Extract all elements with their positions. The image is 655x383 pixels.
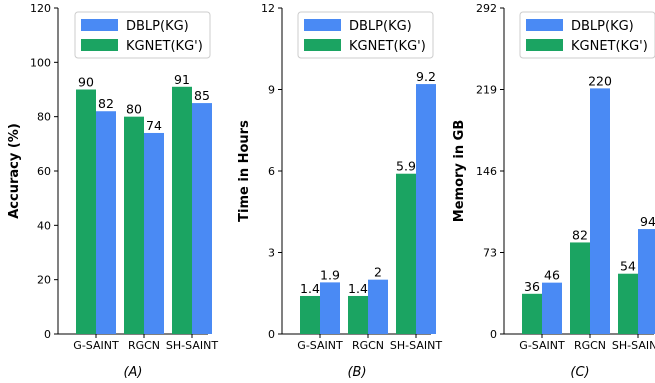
bar-dblp-sh-saint: [638, 229, 655, 334]
y-tick-label: 40: [37, 219, 51, 232]
y-tick-label: 100: [30, 56, 51, 69]
bar-dblp-sh-saint: [192, 103, 212, 334]
bar-dblp-rgcn: [368, 279, 388, 334]
y-tick-label: 6: [268, 165, 275, 178]
bar-kgnet-rgcn: [348, 295, 368, 334]
x-tick-label: G-SAINT: [519, 339, 565, 352]
legend-label: DBLP(KG): [126, 19, 189, 34]
x-tick-label: G-SAINT: [73, 339, 119, 352]
legend: DBLP(KG) KGNET(KG'): [519, 11, 655, 59]
data-label: 80: [126, 102, 142, 117]
y-tick-label: 120: [30, 2, 51, 15]
data-label: 1.4: [300, 281, 320, 296]
panel-caption: (C): [570, 365, 589, 380]
data-label: 1.4: [348, 281, 368, 296]
legend-swatch: [81, 19, 118, 31]
chart-panel-3: 0 73 146 219 292 36 46 G-SAINT 82 220 RGCN 54 94 SH-S…: [452, 2, 655, 380]
bar-kgnet-sh-saint: [396, 173, 416, 334]
panel-caption: (B): [347, 365, 366, 380]
x-tick-label: SH-SAINT: [166, 339, 218, 352]
x-tick-label: SH-SAINT: [390, 339, 442, 352]
bar-kgnet-g-saint: [76, 89, 96, 334]
y-tick-label: 0: [268, 328, 275, 341]
legend-swatch: [526, 39, 563, 51]
y-tick-label: 0: [490, 328, 497, 341]
data-label: 1.9: [320, 267, 340, 282]
chart-panel-2: 0369121.41.9G-SAINT1.42RGCN5.99.2SH-SAIN…: [237, 2, 442, 380]
y-tick-label: 73: [483, 247, 497, 260]
legend-swatch: [526, 19, 563, 31]
bar-kgnet-g-saint: [300, 295, 320, 334]
data-label: 74: [146, 118, 162, 133]
bar-dblp-rgcn: [144, 132, 164, 334]
legend-swatch: [81, 39, 118, 51]
legend-label: KGNET(KG'): [349, 39, 426, 54]
data-label: 94: [640, 214, 655, 229]
y-tick-label: 9: [268, 84, 275, 97]
chart-panel-1: 0 20 40 60 80 100 120 90 82 G-SAINT 80 74 RGCN 91 85 SH…: [7, 2, 218, 380]
legend: DBLP(KG) KGNET(KG'): [74, 11, 211, 59]
data-label: 54: [620, 259, 636, 274]
legend-label: DBLP(KG): [571, 19, 634, 34]
data-label: 2: [374, 265, 382, 280]
bar-dblp-g-saint: [96, 111, 116, 334]
x-tick-label: SH-SAINT: [612, 339, 655, 352]
y-tick-label: 3: [268, 247, 275, 260]
data-label: 220: [588, 73, 612, 88]
data-label: 82: [572, 227, 588, 242]
bar-dblp-g-saint: [320, 282, 340, 334]
y-tick-label: 20: [37, 274, 51, 287]
y-tick-label: 80: [37, 111, 51, 124]
legend-label: KGNET(KG'): [571, 39, 648, 54]
y-tick-label: 292: [476, 2, 497, 15]
y-tick-label: 0: [44, 328, 51, 341]
data-label: 82: [98, 96, 114, 111]
data-label: 5.9: [396, 159, 416, 174]
x-tick-label: RGCN: [574, 339, 606, 352]
data-label: 46: [544, 268, 560, 283]
y-axis-label: Accuracy (%): [7, 123, 22, 219]
bar-kgnet-g-saint: [522, 293, 542, 334]
x-tick-label: RGCN: [352, 339, 384, 352]
legend-label: KGNET(KG'): [126, 39, 203, 54]
bar-kgnet-rgcn: [124, 116, 144, 335]
data-label: 9.2: [416, 69, 436, 84]
y-axis-label: Memory in GB: [452, 120, 467, 222]
bar-kgnet-sh-saint: [618, 273, 638, 334]
legend-label: DBLP(KG): [349, 19, 412, 34]
y-tick-label: 60: [37, 165, 51, 178]
legend-swatch: [304, 19, 341, 31]
bar-dblp-g-saint: [542, 282, 562, 334]
bar-dblp-rgcn: [590, 88, 610, 334]
y-tick-label: 12: [261, 2, 275, 15]
bar-kgnet-sh-saint: [172, 86, 192, 335]
legend: DBLP(KG) KGNET(KG'): [297, 11, 434, 59]
data-label: 91: [174, 72, 190, 87]
x-tick-label: RGCN: [128, 339, 160, 352]
data-label: 90: [78, 75, 94, 90]
x-tick-label: G-SAINT: [297, 339, 343, 352]
y-axis-label: Time in Hours: [237, 120, 252, 222]
data-label: 36: [524, 279, 540, 294]
legend-swatch: [304, 39, 341, 51]
bar-dblp-sh-saint: [416, 84, 436, 334]
y-tick-label: 146: [476, 165, 497, 178]
bar-kgnet-rgcn: [570, 242, 590, 334]
data-label: 85: [194, 88, 210, 103]
panel-caption: (A): [123, 365, 142, 380]
y-tick-label: 219: [476, 84, 497, 97]
